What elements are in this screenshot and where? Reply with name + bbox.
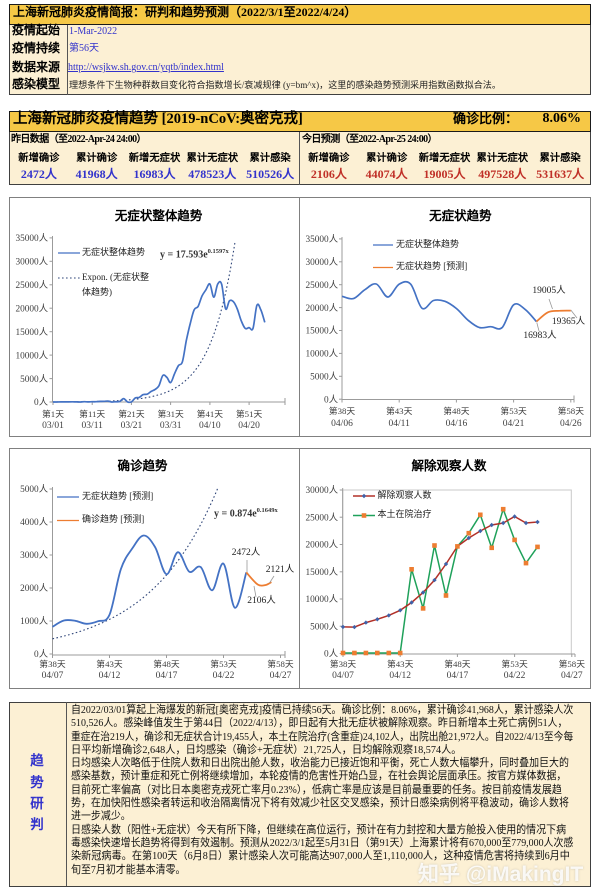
svg-text:5000人: 5000人 xyxy=(310,372,338,383)
svg-text:15000人: 15000人 xyxy=(15,327,48,338)
svg-text:25000人: 25000人 xyxy=(305,513,338,524)
svg-text:20000人: 20000人 xyxy=(305,303,338,314)
svg-text:25000人: 25000人 xyxy=(305,280,338,291)
svg-text:0人: 0人 xyxy=(324,649,338,660)
svg-text:15000人: 15000人 xyxy=(305,567,338,578)
svg-text:0人: 0人 xyxy=(324,394,338,405)
svg-text:1000人: 1000人 xyxy=(20,616,48,627)
svg-text:10000人: 10000人 xyxy=(305,349,338,360)
svg-text:5000人: 5000人 xyxy=(20,374,48,385)
svg-text:15000人: 15000人 xyxy=(305,326,338,337)
svg-text:4000人: 4000人 xyxy=(20,517,48,528)
svg-text:20000人: 20000人 xyxy=(15,303,48,314)
svg-text:30000人: 30000人 xyxy=(15,257,48,268)
svg-text:20000人: 20000人 xyxy=(305,540,338,551)
svg-text:5000人: 5000人 xyxy=(20,484,48,495)
svg-text:3000人: 3000人 xyxy=(20,550,48,561)
svg-text:35000人: 35000人 xyxy=(15,233,48,244)
svg-text:0人: 0人 xyxy=(34,397,48,408)
svg-text:30000人: 30000人 xyxy=(305,257,338,268)
svg-text:10000人: 10000人 xyxy=(15,350,48,361)
svg-text:0人: 0人 xyxy=(34,649,48,660)
svg-text:5000人: 5000人 xyxy=(310,622,338,633)
svg-text:10000人: 10000人 xyxy=(305,594,338,605)
svg-text:30000人: 30000人 xyxy=(305,485,338,496)
svg-text:2000人: 2000人 xyxy=(20,583,48,594)
svg-text:25000人: 25000人 xyxy=(15,280,48,291)
svg-text:35000人: 35000人 xyxy=(305,234,338,245)
